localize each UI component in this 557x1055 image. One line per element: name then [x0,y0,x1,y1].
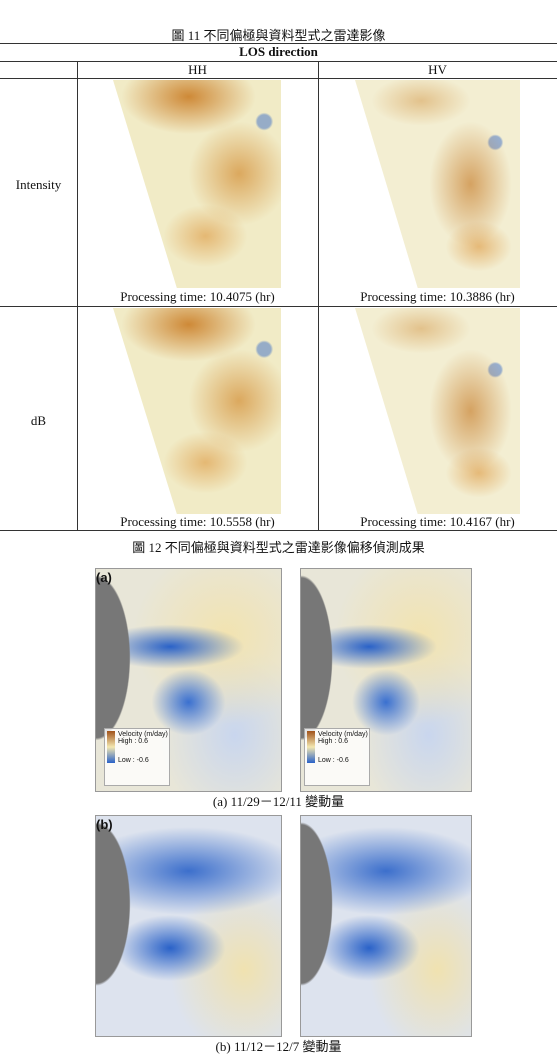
panel-label: (a) [96,570,112,585]
color-ramp [107,731,115,763]
radar-image [113,80,281,288]
legend: Velocity (m/day) High : 0.6 Low : -0.6 [104,728,170,786]
panel-caption: (a) 11/29－12/11 變動量 [212,794,345,809]
legend-low: Low : -0.6 [318,757,349,764]
legend-high: High : 0.6 [118,738,148,745]
cell-text: Processing time: 10.3886 (hr) [360,289,515,304]
legend-low: Low : -0.6 [118,757,149,764]
radar-image [355,308,520,514]
legend-title: Velocity (m/day) [318,731,368,738]
rule [0,78,557,79]
color-ramp [307,731,315,763]
table-header: LOS direction [239,44,318,59]
cell-text: Processing time: 10.5558 (hr) [120,514,275,529]
figure-caption: 圖 12 不同偏極與資料型式之雷達影像偏移偵測成果 [132,540,425,555]
row-label: dB [30,413,47,428]
velocity-map [95,815,282,1037]
rule [318,61,319,530]
cell-text: Processing time: 10.4167 (hr) [360,514,515,529]
rule [0,61,557,62]
rule [0,306,557,307]
cell-text: Processing time: 10.4075 (hr) [120,289,275,304]
row-label: Intensity [15,177,62,192]
rule [77,61,78,530]
column-header: HH [188,62,207,77]
legend: Velocity (m/day) High : 0.6 Low : -0.6 [304,728,370,786]
figure-caption: 圖 11 不同偏極與資料型式之雷達影像 [171,28,386,43]
radar-image [355,80,520,288]
legend-title: Velocity (m/day) [118,731,168,738]
rule [0,43,557,44]
column-header: HV [428,62,447,77]
panel-label: (b) [96,817,113,832]
velocity-map [300,815,472,1037]
radar-image [113,308,281,514]
rule [0,530,557,531]
legend-high: High : 0.6 [318,738,348,745]
